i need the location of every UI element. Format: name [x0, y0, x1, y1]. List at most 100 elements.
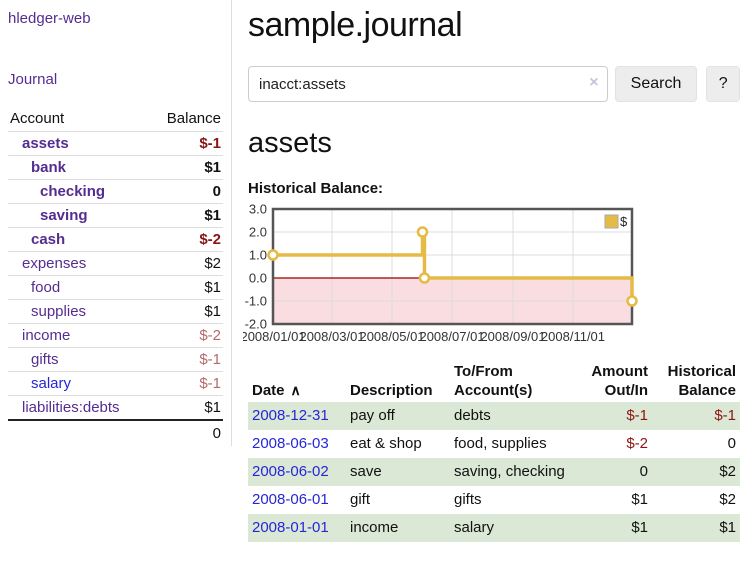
- svg-text:2008/11/01: 2008/11/01: [541, 329, 605, 344]
- search-button[interactable]: Search: [614, 66, 698, 102]
- register-column-header: Historical Balance: [667, 363, 736, 399]
- account-link[interactable]: saving: [40, 207, 88, 224]
- register-row: 2008-06-01 gift gifts $1 $2: [248, 486, 740, 514]
- transaction-accounts: saving, checking: [454, 463, 565, 480]
- svg-text:-1.0: -1.0: [245, 294, 267, 309]
- register-row: 2008-12-31 pay off debts $-1 $-1: [248, 402, 740, 430]
- transaction-balance: $1: [719, 519, 736, 536]
- register-body: 2008-12-31 pay off debts $-1 $-1 2008-06-03 ea…: [248, 402, 740, 542]
- register-header-row: Date ∧ Description To/From Account(s) Amount O…: [248, 360, 740, 402]
- transaction-accounts: food, supplies: [454, 435, 547, 452]
- account-balance: $1: [204, 159, 221, 176]
- account-link[interactable]: cash: [31, 231, 66, 248]
- account-balance: $1: [204, 279, 221, 296]
- account-link[interactable]: supplies: [31, 303, 87, 320]
- transaction-description: gift: [350, 491, 371, 508]
- svg-text:2008/05/01: 2008/05/01: [359, 329, 424, 344]
- transaction-amount: 0: [639, 463, 648, 480]
- transaction-description: eat & shop: [350, 435, 422, 452]
- transaction-balance: 0: [727, 435, 736, 452]
- account-link[interactable]: income: [22, 327, 71, 344]
- svg-text:3.0: 3.0: [249, 204, 267, 217]
- account-row: supplies $1: [8, 299, 223, 324]
- historical-balance-chart: $3.0 2.0 1.0 0.0 -1.0 -2.02008/01/012008/03/0…: [243, 204, 638, 344]
- search-box: ×: [248, 66, 608, 102]
- transaction-balance: $-1: [714, 407, 736, 424]
- transaction-date-link[interactable]: 2008-06-02: [252, 463, 329, 480]
- search-input[interactable]: [248, 66, 608, 102]
- account-balance: $-1: [199, 375, 221, 392]
- account-row: liabilities:debts $1: [8, 395, 223, 421]
- transaction-amount: $1: [631, 491, 648, 508]
- main-content: sample.journal × Search ? assets Histori…: [243, 0, 740, 542]
- clear-icon[interactable]: ×: [589, 74, 599, 91]
- svg-text:2008/07/01: 2008/07/01: [419, 329, 484, 344]
- transaction-balance: $2: [719, 463, 736, 480]
- account-row: cash $-2: [8, 227, 223, 252]
- register-column-header: Amount Out/In: [591, 363, 648, 399]
- account-balance: 0: [212, 183, 221, 200]
- svg-text:0.0: 0.0: [249, 271, 267, 286]
- transaction-date-link[interactable]: 2008-12-31: [252, 407, 329, 424]
- accounts-total-value: 0: [212, 425, 221, 442]
- register-column-header: Description: [350, 382, 433, 399]
- transaction-description: pay off: [350, 407, 395, 424]
- account-row: checking 0: [8, 179, 223, 204]
- account-balance: $2: [204, 255, 221, 272]
- account-balance: $1: [204, 399, 221, 416]
- transaction-accounts: debts: [454, 407, 491, 424]
- account-row: bank $1: [8, 155, 223, 180]
- register-table: Date ∧ Description To/From Account(s) Amount O…: [248, 360, 740, 542]
- account-page-title: assets: [248, 127, 332, 159]
- transaction-balance: $2: [719, 491, 736, 508]
- sidebar-item-journal[interactable]: Journal: [8, 71, 58, 88]
- transaction-description: income: [350, 519, 399, 536]
- transaction-date-link[interactable]: 2008-06-03: [252, 435, 329, 452]
- svg-text:2008/09/01: 2008/09/01: [480, 329, 545, 344]
- chart-label: Historical Balance:: [248, 180, 384, 197]
- account-link[interactable]: expenses: [22, 255, 87, 272]
- account-row: salary $-1: [8, 371, 223, 396]
- accounts-total-row: 0: [8, 420, 223, 446]
- account-balance: $-1: [199, 351, 221, 368]
- transaction-date-link[interactable]: 2008-06-01: [252, 491, 329, 508]
- accounts-header-row: Account Balance: [8, 106, 223, 132]
- register-column-header: To/From Account(s): [454, 363, 533, 399]
- transaction-accounts: salary: [454, 519, 495, 536]
- account-link[interactable]: checking: [40, 183, 106, 200]
- page-title: sample.journal: [248, 6, 463, 44]
- svg-text:2008/03/01: 2008/03/01: [299, 329, 364, 344]
- sort-ascending-icon: ∧: [290, 382, 301, 398]
- accounts-body: assets $-1 bank $1 checking 0 saving $1 cash $-2 e…: [8, 131, 223, 421]
- account-row: expenses $2: [8, 251, 223, 276]
- register-row: 2008-06-03 eat & shop food, supplies $-2 0: [248, 430, 740, 458]
- transaction-date-link[interactable]: 2008-01-01: [252, 519, 329, 536]
- account-link[interactable]: gifts: [31, 351, 59, 368]
- account-link[interactable]: food: [31, 279, 61, 296]
- account-balance: $-2: [199, 231, 221, 248]
- accounts-header-balance: Balance: [166, 110, 221, 127]
- account-row: income $-2: [8, 323, 223, 348]
- transaction-amount: $-1: [626, 407, 648, 424]
- transaction-amount: $1: [631, 519, 648, 536]
- accounts-table: Account Balance assets $-1 bank $1 checking 0…: [8, 106, 223, 446]
- account-row: food $1: [8, 275, 223, 300]
- account-link[interactable]: bank: [31, 159, 67, 176]
- account-link[interactable]: liabilities:debts: [22, 399, 120, 416]
- account-link[interactable]: assets: [22, 135, 69, 152]
- help-button[interactable]: ?: [706, 66, 740, 102]
- account-row: gifts $-1: [8, 347, 223, 372]
- account-link[interactable]: salary: [31, 375, 72, 392]
- svg-text:1.0: 1.0: [249, 248, 267, 263]
- register-row: 2008-01-01 income salary $1 $1: [248, 514, 740, 542]
- register-row: 2008-06-02 save saving, checking 0 $2: [248, 458, 740, 486]
- svg-text:2.0: 2.0: [249, 225, 267, 240]
- register-column-header[interactable]: Date ∧: [252, 382, 301, 399]
- app-title-link[interactable]: hledger-web: [8, 10, 91, 27]
- account-balance: $1: [204, 207, 221, 224]
- svg-text:$: $: [620, 214, 628, 229]
- svg-text:2008/01/01: 2008/01/01: [243, 329, 306, 344]
- transaction-amount: $-2: [626, 435, 648, 452]
- account-balance: $-1: [199, 135, 221, 152]
- account-row: assets $-1: [8, 131, 223, 156]
